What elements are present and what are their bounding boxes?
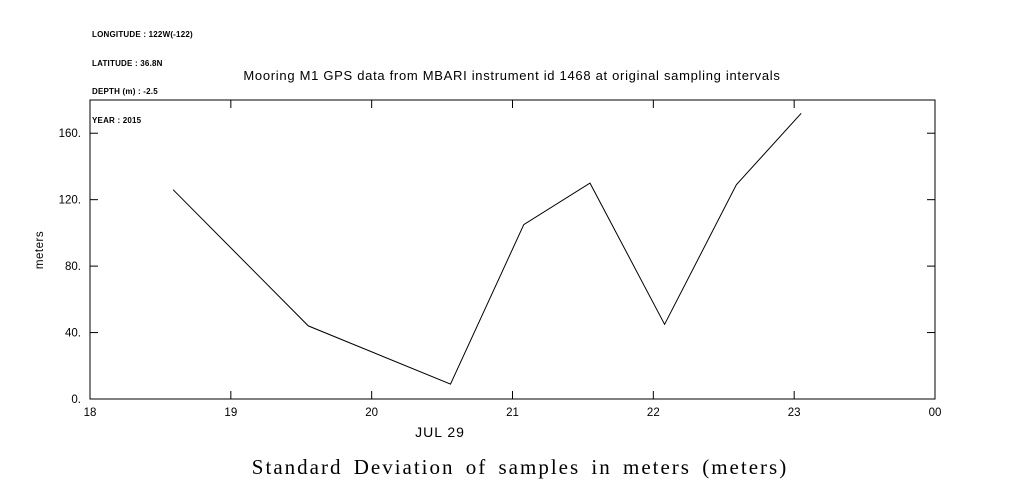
metadata-longitude: LONGITUDE : 122W(-122) (92, 30, 193, 39)
x-axis-label: JUL 29 (415, 424, 465, 440)
metadata-year: YEAR : 2015 (92, 115, 142, 125)
y-tick-label: 160. (59, 128, 81, 140)
y-tick-label: 0. (71, 394, 81, 406)
x-tick-label: 18 (84, 407, 97, 419)
y-tick-label: 40. (65, 328, 81, 340)
x-tick-label: 19 (224, 407, 237, 419)
chart-title: Mooring M1 GPS data from MBARI instrumen… (243, 68, 781, 83)
metadata-block: LONGITUDE : 122W(-122) LATITUDE : 36.8N … (92, 11, 193, 135)
x-tick-label: 00 (929, 407, 942, 419)
x-tick-label: 21 (506, 407, 519, 419)
data-series-line (172, 112, 802, 385)
x-tick-label: 22 (647, 407, 660, 419)
x-tick-label: 23 (788, 407, 801, 419)
metadata-latitude: LATITUDE : 36.8N (92, 58, 163, 68)
y-tick-label: 120. (59, 195, 81, 207)
x-tick-label: 20 (365, 407, 378, 419)
metadata-depth: DEPTH (m) : -2.5 (92, 87, 158, 96)
y-tick-label: 80. (65, 261, 81, 273)
y-axis-label: meters (34, 230, 46, 270)
figure-caption: Standard Deviation of samples in meters … (251, 455, 789, 479)
